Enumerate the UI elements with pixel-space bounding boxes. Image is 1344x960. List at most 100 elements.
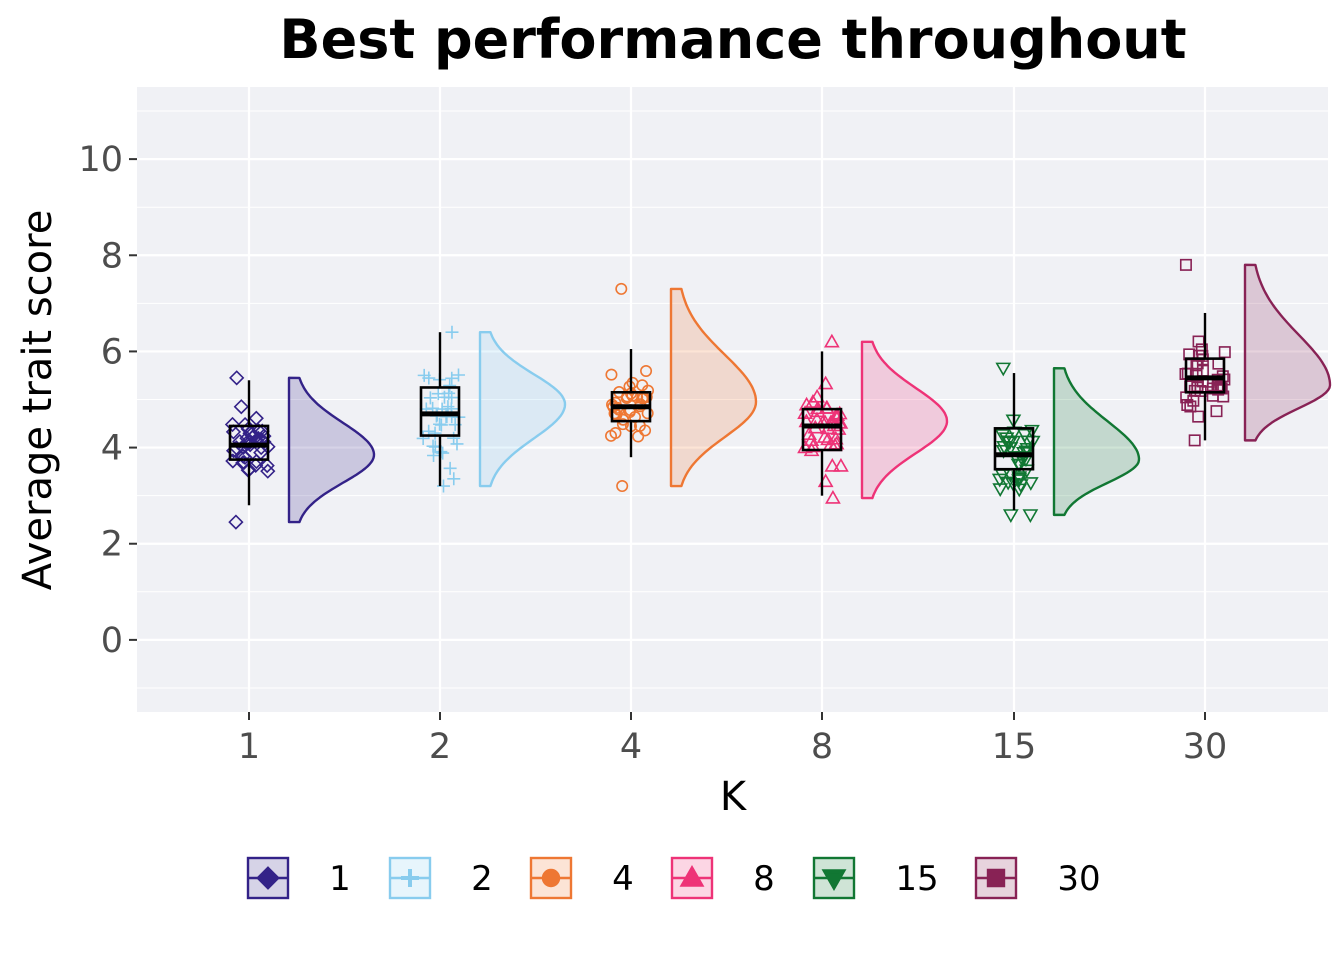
y-tick-label: 0: [101, 621, 123, 661]
point-1: [229, 370, 245, 386]
point-2: [437, 390, 451, 404]
point-15: [992, 483, 1009, 498]
point-1: [259, 457, 275, 474]
point-2: [450, 437, 464, 451]
violin-30: [1243, 263, 1332, 442]
point-15: [1013, 451, 1029, 466]
series-group-2: [416, 325, 567, 493]
point-30: [1218, 346, 1231, 359]
point-4: [617, 413, 630, 426]
point-15: [1016, 428, 1033, 443]
point-2: [416, 431, 430, 445]
legend-marker-4: [541, 868, 561, 888]
point-1: [224, 416, 241, 433]
point-1: [242, 425, 258, 441]
violin-1: [287, 376, 376, 524]
y-tick-label: 4: [101, 429, 123, 469]
point-8: [823, 333, 840, 348]
violin-4: [669, 287, 758, 488]
point-30: [1179, 258, 1192, 271]
x-tick-label: 8: [811, 727, 833, 767]
point-1: [235, 448, 251, 464]
point-15: [1022, 477, 1039, 491]
legend-marker-15: [821, 869, 847, 892]
legend-marker-8: [679, 864, 705, 887]
violin-8: [860, 340, 949, 500]
point-30: [1188, 434, 1201, 447]
point-2: [441, 400, 455, 414]
y-tick-label: 2: [101, 525, 123, 565]
point-2: [423, 391, 437, 405]
series-group-1: [224, 370, 376, 530]
point-15: [995, 362, 1012, 377]
point-8: [827, 430, 844, 445]
point-30: [1214, 381, 1227, 394]
series-group-4: [605, 282, 758, 493]
point-2: [445, 325, 459, 339]
point-8: [825, 489, 841, 504]
y-tick-label: 6: [101, 332, 123, 372]
point-30: [1190, 359, 1203, 372]
y-tick-label: 10: [78, 140, 123, 180]
point-1: [232, 433, 248, 450]
point-2: [428, 426, 442, 440]
point-30: [1192, 410, 1205, 423]
legend-item-8: 8: [670, 856, 775, 900]
legend-label-1: 1: [329, 859, 351, 899]
x-axis-title: K: [720, 774, 748, 820]
point-15: [1011, 474, 1027, 489]
point-2: [447, 431, 461, 445]
point-4: [615, 282, 628, 295]
point-8: [824, 457, 841, 472]
point-1: [238, 435, 254, 451]
legend-marker-1: [256, 866, 280, 890]
point-4: [626, 389, 639, 402]
box-8: [801, 407, 843, 452]
point-30: [1210, 405, 1223, 418]
point-8: [816, 429, 833, 443]
y-tick-label: 8: [101, 236, 123, 276]
gridlines: [137, 87, 1328, 712]
point-1: [251, 423, 267, 439]
point-2: [443, 461, 457, 475]
point-2: [434, 418, 448, 432]
series-group-15: [991, 362, 1141, 523]
point-30: [1181, 398, 1194, 411]
point-30: [1192, 335, 1205, 348]
chart-title: Best performance throughout: [279, 8, 1186, 71]
point-8: [833, 457, 849, 472]
violin-15: [1052, 367, 1141, 517]
x-tick-label: 15: [992, 727, 1037, 767]
legend: 1 2 4 8 15 30: [246, 856, 1101, 900]
box-15: [993, 427, 1035, 471]
legend-label-4: 4: [612, 859, 634, 899]
point-15: [1024, 424, 1040, 439]
point-15: [1012, 479, 1029, 493]
legend-marker-2: [401, 869, 419, 887]
point-1: [254, 423, 270, 439]
point-15: [1022, 509, 1039, 523]
point-1: [233, 399, 249, 415]
point-2: [417, 368, 431, 382]
series-group-30: [1179, 258, 1332, 447]
point-2: [451, 368, 465, 382]
legend-item-30: 30: [974, 856, 1101, 900]
point-4: [605, 368, 618, 381]
point-8: [820, 431, 836, 446]
legend-label-15: 15: [895, 859, 938, 899]
series-group-8: [797, 333, 949, 504]
legend-label-8: 8: [753, 859, 775, 899]
point-2: [427, 448, 441, 462]
point-15: [1002, 509, 1019, 523]
point-30: [1206, 382, 1219, 395]
point-8: [810, 403, 826, 418]
point-4: [605, 429, 618, 442]
data-layer: [224, 258, 1332, 530]
legend-item-15: 15: [812, 856, 939, 900]
point-15: [1019, 443, 1036, 457]
point-1: [228, 514, 244, 530]
point-15: [995, 445, 1012, 459]
violin-2: [478, 330, 567, 488]
